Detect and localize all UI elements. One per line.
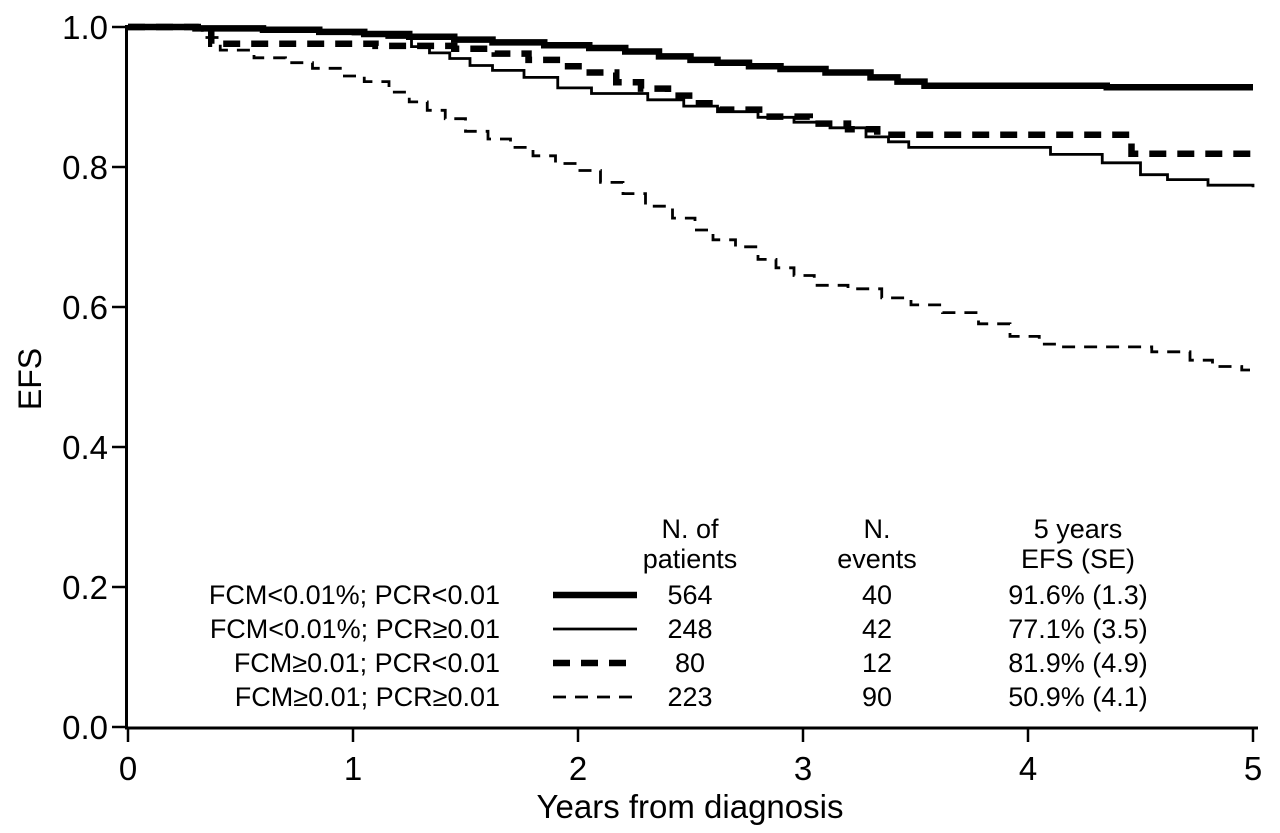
xtick-label-0: 0 bbox=[118, 750, 138, 787]
xtick-label-5: 5 bbox=[1243, 750, 1263, 787]
y-axis-label: EFS bbox=[12, 347, 48, 411]
xtick-label-4: 4 bbox=[1018, 750, 1038, 787]
ytick-label-0.6: 0.6 bbox=[62, 289, 108, 326]
ytick-label-0.8: 0.8 bbox=[62, 149, 108, 186]
ytick-label-0.0: 0.0 bbox=[62, 709, 108, 746]
km-curve-1 bbox=[128, 25, 1255, 188]
ytick-label-0.4: 0.4 bbox=[62, 429, 108, 466]
ytick-label-1.0: 1.0 bbox=[62, 9, 108, 46]
xtick-label-3: 3 bbox=[793, 750, 813, 787]
km-curve-2 bbox=[128, 23, 1253, 157]
xtick-label-1: 1 bbox=[343, 750, 363, 787]
km-curve-3 bbox=[128, 25, 1255, 372]
xtick-label-2: 2 bbox=[568, 750, 588, 787]
ytick-label-0.2: 0.2 bbox=[62, 569, 108, 606]
km-curve-0 bbox=[128, 23, 1253, 91]
x-axis-label: Years from diagnosis bbox=[536, 788, 844, 825]
